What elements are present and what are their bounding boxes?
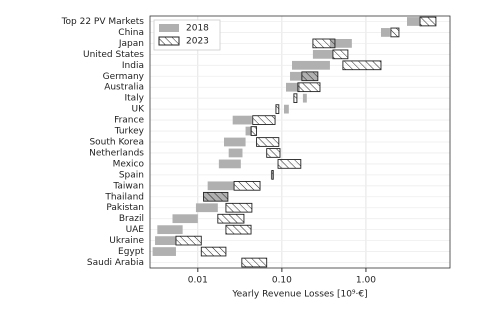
y-tick-label: Taiwan [112,181,144,191]
y-tick-label: South Korea [89,138,144,148]
legend-swatch [158,36,180,46]
bar [312,38,336,49]
bar [225,224,252,235]
bar [407,17,421,26]
y-tick-label: UK [132,105,146,115]
y-tick-label: Spain [119,170,144,180]
y-tick-label: Mexico [113,159,145,169]
bar [380,28,390,37]
bar [157,225,183,235]
y-tick-label: Australia [104,83,144,93]
plot-frame [149,15,451,269]
y-tick-label: Turkey [114,127,145,137]
bar [297,82,321,93]
y-tick-label: Top 22 PV Markets [61,17,145,27]
bar [203,191,229,202]
x-tick-label: 0.01 [188,276,208,286]
bar [301,71,319,82]
bar [275,104,280,114]
bar [228,148,243,158]
bar [200,246,227,257]
legend-label: 2018 [186,24,209,34]
y-tick-label: UAE [126,225,145,235]
bar [207,181,235,191]
bar [286,82,300,92]
bar [342,60,382,71]
bar [329,39,352,48]
x-tick-label: 0.10 [272,276,292,286]
bar [155,236,176,245]
bar [232,115,252,125]
y-tick-label: Italy [124,94,144,104]
bar [172,214,198,224]
bar [252,115,276,125]
bar [217,213,245,224]
y-tick-label: Thailand [104,192,144,202]
y-tick-label: France [114,116,144,126]
bar [224,137,246,147]
y-tick-label: Pakistan [106,203,144,213]
bar [302,93,307,103]
x-axis-label: Yearly Revenue Losses [10⁹·€] [231,290,367,300]
bar [152,247,176,256]
y-tick-label: United States [83,50,144,60]
bar [270,170,272,180]
y-tick-label: Germany [103,72,145,82]
y-tick-label: Japan [118,39,144,49]
y-tick-label: Brazil [119,214,144,224]
bar [332,49,349,60]
legend-swatch [159,24,179,32]
bar [256,137,280,147]
bar [225,202,253,213]
bar [312,49,333,59]
bar [277,159,302,169]
y-tick-label: Ukraine [109,236,144,246]
bar [195,203,218,213]
legend-label: 2023 [186,37,209,47]
bar [283,104,289,114]
y-tick-label: India [122,61,144,71]
bar [266,148,281,158]
x-tick-label: 1.00 [356,276,376,286]
bar [218,159,241,169]
bar [390,27,400,38]
bar [271,170,274,180]
y-tick-label: Netherlands [89,148,144,158]
y-tick-label: Saudi Arabia [87,258,144,268]
y-tick-label: Egypt [118,247,144,257]
bar [233,180,261,191]
bar [175,235,202,246]
bar [419,16,437,27]
y-tick-label: China [118,28,144,38]
bar [245,126,252,136]
bar [241,257,268,268]
bar [293,93,298,104]
bar [250,126,258,136]
bar [292,60,330,70]
